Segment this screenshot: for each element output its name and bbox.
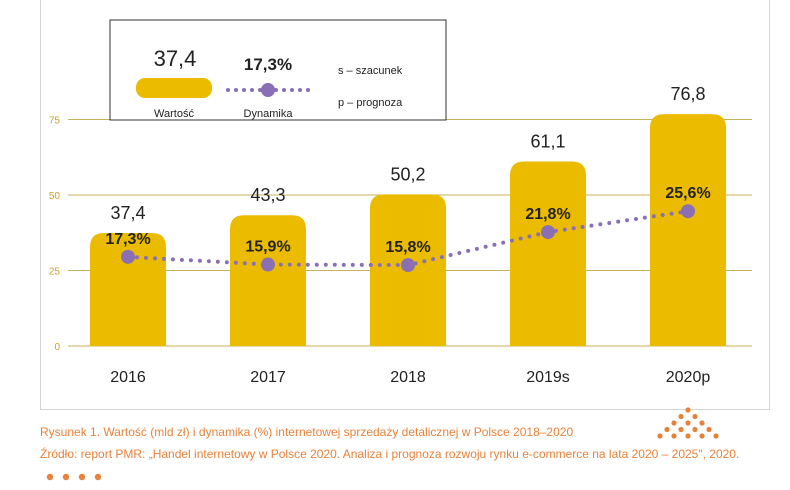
dynamics-point xyxy=(121,249,135,264)
legend-bar-label: Wartość xyxy=(154,108,194,120)
bar-value-label: 50,2 xyxy=(390,164,425,184)
bar xyxy=(90,233,166,346)
y-tick-label: 0 xyxy=(54,342,60,353)
bar xyxy=(650,114,726,347)
bar xyxy=(230,215,306,346)
dynamics-point xyxy=(681,204,695,219)
y-tick-label: 50 xyxy=(49,191,61,202)
bar-value-label: 43,3 xyxy=(250,185,285,205)
dynamics-label: 15,9% xyxy=(245,239,290,256)
dynamics-label: 21,8% xyxy=(525,206,570,223)
bar-value-label: 61,1 xyxy=(530,131,565,151)
legend-note-forecast: p – prognoza xyxy=(338,97,403,109)
dynamics-point xyxy=(401,258,415,273)
dynamics-label: 15,8% xyxy=(385,239,430,256)
x-tick-label: 2019s xyxy=(526,369,570,386)
legend-box xyxy=(109,19,447,121)
x-tick-label: 2016 xyxy=(110,369,146,386)
dynamics-label: 17,3% xyxy=(105,231,150,248)
legend-bar-swatch xyxy=(136,78,212,98)
chart-frame xyxy=(40,0,770,410)
legend-line-marker xyxy=(261,83,275,97)
bar-value-label: 76,8 xyxy=(670,84,705,104)
legend-line-value: 17,3% xyxy=(244,55,292,74)
x-tick-label: 2017 xyxy=(250,369,286,386)
legend-note-estimate: s – szacunek xyxy=(338,65,403,77)
dynamics-point xyxy=(261,257,275,272)
source-caption: Źródło: report PMR: „Handel internetowy … xyxy=(40,447,740,461)
dynamics-label: 25,6% xyxy=(665,185,710,202)
dynamics-point xyxy=(541,225,555,240)
decorative-dots xyxy=(46,407,719,481)
x-tick-label: 2020p xyxy=(666,369,711,386)
legend-line-label: Dynamika xyxy=(244,108,294,120)
legend-bar-value: 37,4 xyxy=(154,46,197,71)
figure-caption: Rysunek 1. Wartość (mld zł) i dynamika (… xyxy=(40,425,574,439)
bar xyxy=(510,161,586,346)
x-tick-label: 2018 xyxy=(390,369,426,386)
y-tick-label: 75 xyxy=(49,116,61,127)
bar-value-label: 37,4 xyxy=(110,203,145,223)
y-tick-label: 25 xyxy=(49,267,61,278)
